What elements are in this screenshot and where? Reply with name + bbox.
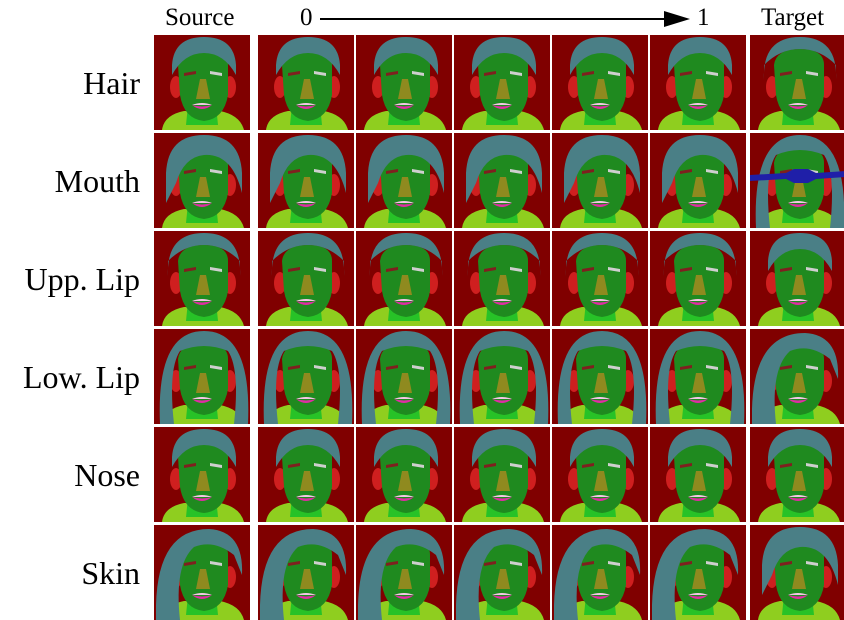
face-mask-interp-3 xyxy=(454,133,550,228)
face-mask-source xyxy=(154,427,250,522)
face-mask-interp-3 xyxy=(454,231,550,326)
face-mask-target xyxy=(750,231,844,326)
face-mask-interp-2 xyxy=(356,35,452,130)
face-mask-interp-1 xyxy=(258,133,354,228)
face-mask-interp-2 xyxy=(356,329,452,424)
row-label-nose: Nose xyxy=(74,457,140,493)
face-mask-interp-5 xyxy=(650,231,746,326)
face-mask-interp-1 xyxy=(258,35,354,130)
interpolation-arrow xyxy=(320,11,690,27)
face-mask-source xyxy=(154,329,250,424)
face-mask-interp-4 xyxy=(552,231,648,326)
header-interp-end: 1 xyxy=(697,4,710,31)
face-mask-interp-4 xyxy=(552,525,648,620)
face-mask-interp-1 xyxy=(258,231,354,326)
face-mask-interp-4 xyxy=(552,329,648,424)
face-mask-interp-1 xyxy=(258,427,354,522)
row-label-upp-lip: Upp. Lip xyxy=(24,261,140,297)
face-mask-interp-5 xyxy=(650,329,746,424)
face-mask-interp-2 xyxy=(356,133,452,228)
face-mask-source xyxy=(154,231,250,326)
face-mask-interp-5 xyxy=(650,133,746,228)
face-mask-interp-3 xyxy=(454,525,550,620)
row-label-low-lip: Low. Lip xyxy=(22,359,140,395)
face-mask-interp-1 xyxy=(258,329,354,424)
face-mask-interp-4 xyxy=(552,35,648,130)
face-mask-interp-2 xyxy=(356,525,452,620)
face-mask-source xyxy=(154,133,250,228)
row-label-skin: Skin xyxy=(81,555,140,591)
face-mask-interp-5 xyxy=(650,427,746,522)
face-mask-interp-2 xyxy=(356,427,452,522)
header-interp-start: 0 xyxy=(300,4,313,31)
face-mask-interp-3 xyxy=(454,35,550,130)
face-mask-interp-4 xyxy=(552,133,648,228)
face-mask-target xyxy=(750,427,844,522)
row-label-hair: Hair xyxy=(83,65,140,101)
row-label-mouth: Mouth xyxy=(54,163,140,199)
face-mask-interp-3 xyxy=(454,329,550,424)
face-mask-target xyxy=(750,35,844,130)
face-mask-target xyxy=(750,525,844,620)
face-mask-source xyxy=(154,525,250,620)
face-mask-source xyxy=(154,35,250,130)
header-source: Source xyxy=(165,4,235,31)
header-target: Target xyxy=(761,4,825,31)
face-mask-target xyxy=(750,329,844,424)
face-mask-target xyxy=(750,133,844,228)
face-mask-interp-4 xyxy=(552,427,648,522)
face-mask-interp-5 xyxy=(650,35,746,130)
face-mask-interp-1 xyxy=(258,525,354,620)
face-mask-interp-3 xyxy=(454,427,550,522)
face-mask-interp-5 xyxy=(650,525,746,620)
face-mask-interp-2 xyxy=(356,231,452,326)
